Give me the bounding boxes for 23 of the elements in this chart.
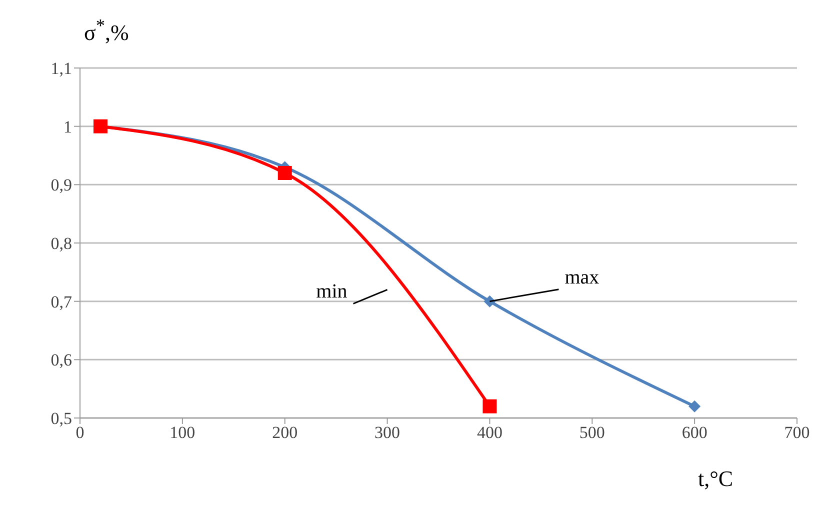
text: max bbox=[564, 266, 600, 288]
x-tick-label: 500 bbox=[579, 423, 605, 442]
y-tick-label: 0,7 bbox=[50, 292, 72, 312]
x-tick-label: 100 bbox=[170, 423, 196, 442]
y-tick-label: 1,1 bbox=[50, 59, 72, 78]
x-axis-title: t,°C bbox=[698, 466, 734, 491]
point bbox=[278, 166, 292, 180]
text: min bbox=[316, 280, 348, 303]
x-tick-label: 200 bbox=[272, 423, 298, 442]
x-tick-label: 300 bbox=[374, 423, 400, 442]
x-tick-label: 400 bbox=[476, 423, 502, 442]
y-tick-label: 0,6 bbox=[50, 350, 72, 370]
point bbox=[482, 399, 497, 414]
point bbox=[688, 400, 701, 412]
y-tick-label: 0,8 bbox=[50, 234, 72, 254]
y-tick-label: 1 bbox=[64, 117, 72, 136]
x-tick-label: 700 bbox=[784, 423, 810, 442]
point bbox=[484, 295, 496, 308]
y-tick-label: 0,9 bbox=[50, 176, 72, 195]
x-tick-label: 0 bbox=[76, 423, 84, 442]
x-tick-label: 600 bbox=[682, 423, 708, 442]
y-axis-title: σ$^{*}$,% bbox=[84, 16, 129, 46]
y-tick-label: 0,5 bbox=[50, 409, 72, 428]
